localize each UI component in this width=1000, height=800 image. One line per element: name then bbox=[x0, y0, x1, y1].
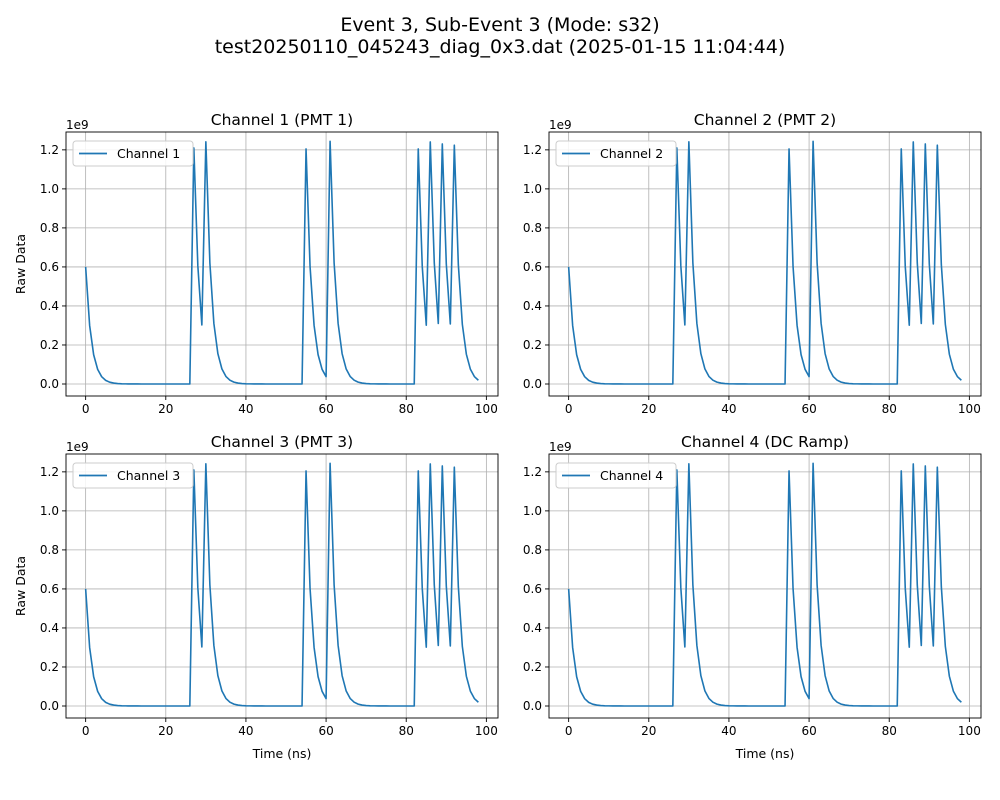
y-tick-label: 0.2 bbox=[40, 660, 59, 674]
y-tick-label: 0.6 bbox=[40, 260, 59, 274]
x-tick-label: 100 bbox=[475, 402, 498, 416]
y-tick-label: 0.6 bbox=[523, 260, 542, 274]
x-tick-label: 80 bbox=[399, 724, 414, 738]
legend-box bbox=[72, 462, 194, 489]
subplot-title: Channel 1 (PMT 1) bbox=[211, 111, 353, 129]
y-tick-label: 0.2 bbox=[523, 338, 542, 352]
legend-label: Channel 3 bbox=[117, 468, 180, 483]
x-tick-label: 80 bbox=[399, 402, 414, 416]
x-tick-label: 40 bbox=[721, 724, 736, 738]
subplot-title: Channel 4 (DC Ramp) bbox=[681, 433, 849, 451]
x-tick-label: 60 bbox=[801, 402, 816, 416]
y-tick-label: 0.8 bbox=[40, 543, 59, 557]
series-line-channel-4 bbox=[567, 462, 962, 707]
x-tick-label: 40 bbox=[238, 724, 253, 738]
y-tick-label: 0.0 bbox=[40, 377, 59, 391]
legend: Channel 2 bbox=[555, 140, 677, 167]
legend-box bbox=[72, 140, 194, 167]
y-axis-label: Raw Data bbox=[13, 234, 28, 294]
legend: Channel 3 bbox=[72, 462, 194, 489]
y-tick-label: 0.8 bbox=[40, 221, 59, 235]
y-offset-text: 1e9 bbox=[66, 440, 89, 454]
x-axis-label: Time (ns) bbox=[252, 746, 312, 761]
y-offset-text: 1e9 bbox=[66, 118, 89, 132]
subplot-title: Channel 3 (PMT 3) bbox=[211, 433, 353, 451]
x-tick-label: 60 bbox=[318, 402, 333, 416]
y-tick-label: 0.4 bbox=[523, 621, 542, 635]
x-tick-label: 40 bbox=[238, 402, 253, 416]
y-tick-label: 1.2 bbox=[523, 143, 542, 157]
axes-frame bbox=[548, 453, 982, 719]
axes-frame bbox=[548, 131, 982, 397]
x-tick-label: 0 bbox=[565, 402, 573, 416]
legend-box bbox=[555, 462, 677, 489]
x-tick-label: 60 bbox=[318, 724, 333, 738]
y-tick-label: 1.2 bbox=[40, 143, 59, 157]
subplot-4: 0 20 40 60 80 100 0.0 0.2 0.4 0.6 0.8 1.0 1.2 1e9 Chan… bbox=[523, 433, 982, 761]
subplot-3: 0 20 40 60 80 100 0.0 0.2 0.4 0.6 0.8 1.0 1.2 1e9 Chan… bbox=[13, 433, 499, 761]
legend-label: Channel 4 bbox=[600, 468, 663, 483]
axes-frame bbox=[65, 131, 499, 397]
legend-box bbox=[555, 140, 677, 167]
y-tick-label: 0.6 bbox=[523, 582, 542, 596]
x-tick-label: 100 bbox=[958, 402, 981, 416]
y-tick-label: 0.0 bbox=[523, 377, 542, 391]
x-axis-label: Time (ns) bbox=[735, 746, 795, 761]
y-tick-label: 0.4 bbox=[40, 621, 59, 635]
x-tick-label: 100 bbox=[475, 724, 498, 738]
x-tick-label: 60 bbox=[801, 724, 816, 738]
y-tick-label: 0.0 bbox=[40, 699, 59, 713]
x-tick-label: 0 bbox=[82, 402, 90, 416]
series-line-channel-1 bbox=[84, 140, 479, 385]
series-line-channel-2 bbox=[567, 140, 962, 385]
x-tick-label: 80 bbox=[882, 402, 897, 416]
figure-subtitle: test20250110_045243_diag_0x3.dat (2025-0… bbox=[214, 36, 786, 58]
y-tick-label: 0.2 bbox=[523, 660, 542, 674]
y-tick-label: 0.8 bbox=[523, 221, 542, 235]
y-tick-label: 1.2 bbox=[40, 465, 59, 479]
legend-label: Channel 2 bbox=[600, 146, 663, 161]
x-tick-label: 20 bbox=[158, 402, 173, 416]
x-tick-label: 40 bbox=[721, 402, 736, 416]
legend: Channel 4 bbox=[555, 462, 677, 489]
y-tick-label: 0.8 bbox=[523, 543, 542, 557]
y-tick-label: 1.2 bbox=[523, 465, 542, 479]
y-tick-label: 0.2 bbox=[40, 338, 59, 352]
figure-title: Event 3, Sub-Event 3 (Mode: s32) bbox=[340, 14, 660, 36]
y-tick-label: 1.0 bbox=[40, 504, 59, 518]
x-tick-label: 0 bbox=[565, 724, 573, 738]
x-tick-label: 20 bbox=[641, 724, 656, 738]
y-tick-label: 1.0 bbox=[523, 504, 542, 518]
y-offset-text: 1e9 bbox=[549, 118, 572, 132]
legend-label: Channel 1 bbox=[117, 146, 180, 161]
y-axis-label: Raw Data bbox=[13, 556, 28, 616]
y-tick-label: 0.6 bbox=[40, 582, 59, 596]
axes-frame bbox=[65, 453, 499, 719]
series-line-channel-3 bbox=[84, 462, 479, 707]
y-tick-label: 0.0 bbox=[523, 699, 542, 713]
subplot-1: 0 20 40 60 80 100 0.0 0.2 0.4 0.6 0.8 1.0 1.2 1e9 Chan… bbox=[13, 111, 499, 416]
x-tick-label: 0 bbox=[82, 724, 90, 738]
subplot-title: Channel 2 (PMT 2) bbox=[694, 111, 836, 129]
y-offset-text: 1e9 bbox=[549, 440, 572, 454]
subplot-2: 0 20 40 60 80 100 0.0 0.2 0.4 0.6 0.8 1.0 1.2 1e9 Chan… bbox=[523, 111, 982, 416]
y-tick-label: 0.4 bbox=[40, 299, 59, 313]
x-tick-label: 20 bbox=[641, 402, 656, 416]
y-tick-label: 0.4 bbox=[523, 299, 542, 313]
x-tick-label: 80 bbox=[882, 724, 897, 738]
y-tick-label: 1.0 bbox=[523, 182, 542, 196]
legend: Channel 1 bbox=[72, 140, 194, 167]
x-tick-label: 100 bbox=[958, 724, 981, 738]
y-tick-label: 1.0 bbox=[40, 182, 59, 196]
x-tick-label: 20 bbox=[158, 724, 173, 738]
